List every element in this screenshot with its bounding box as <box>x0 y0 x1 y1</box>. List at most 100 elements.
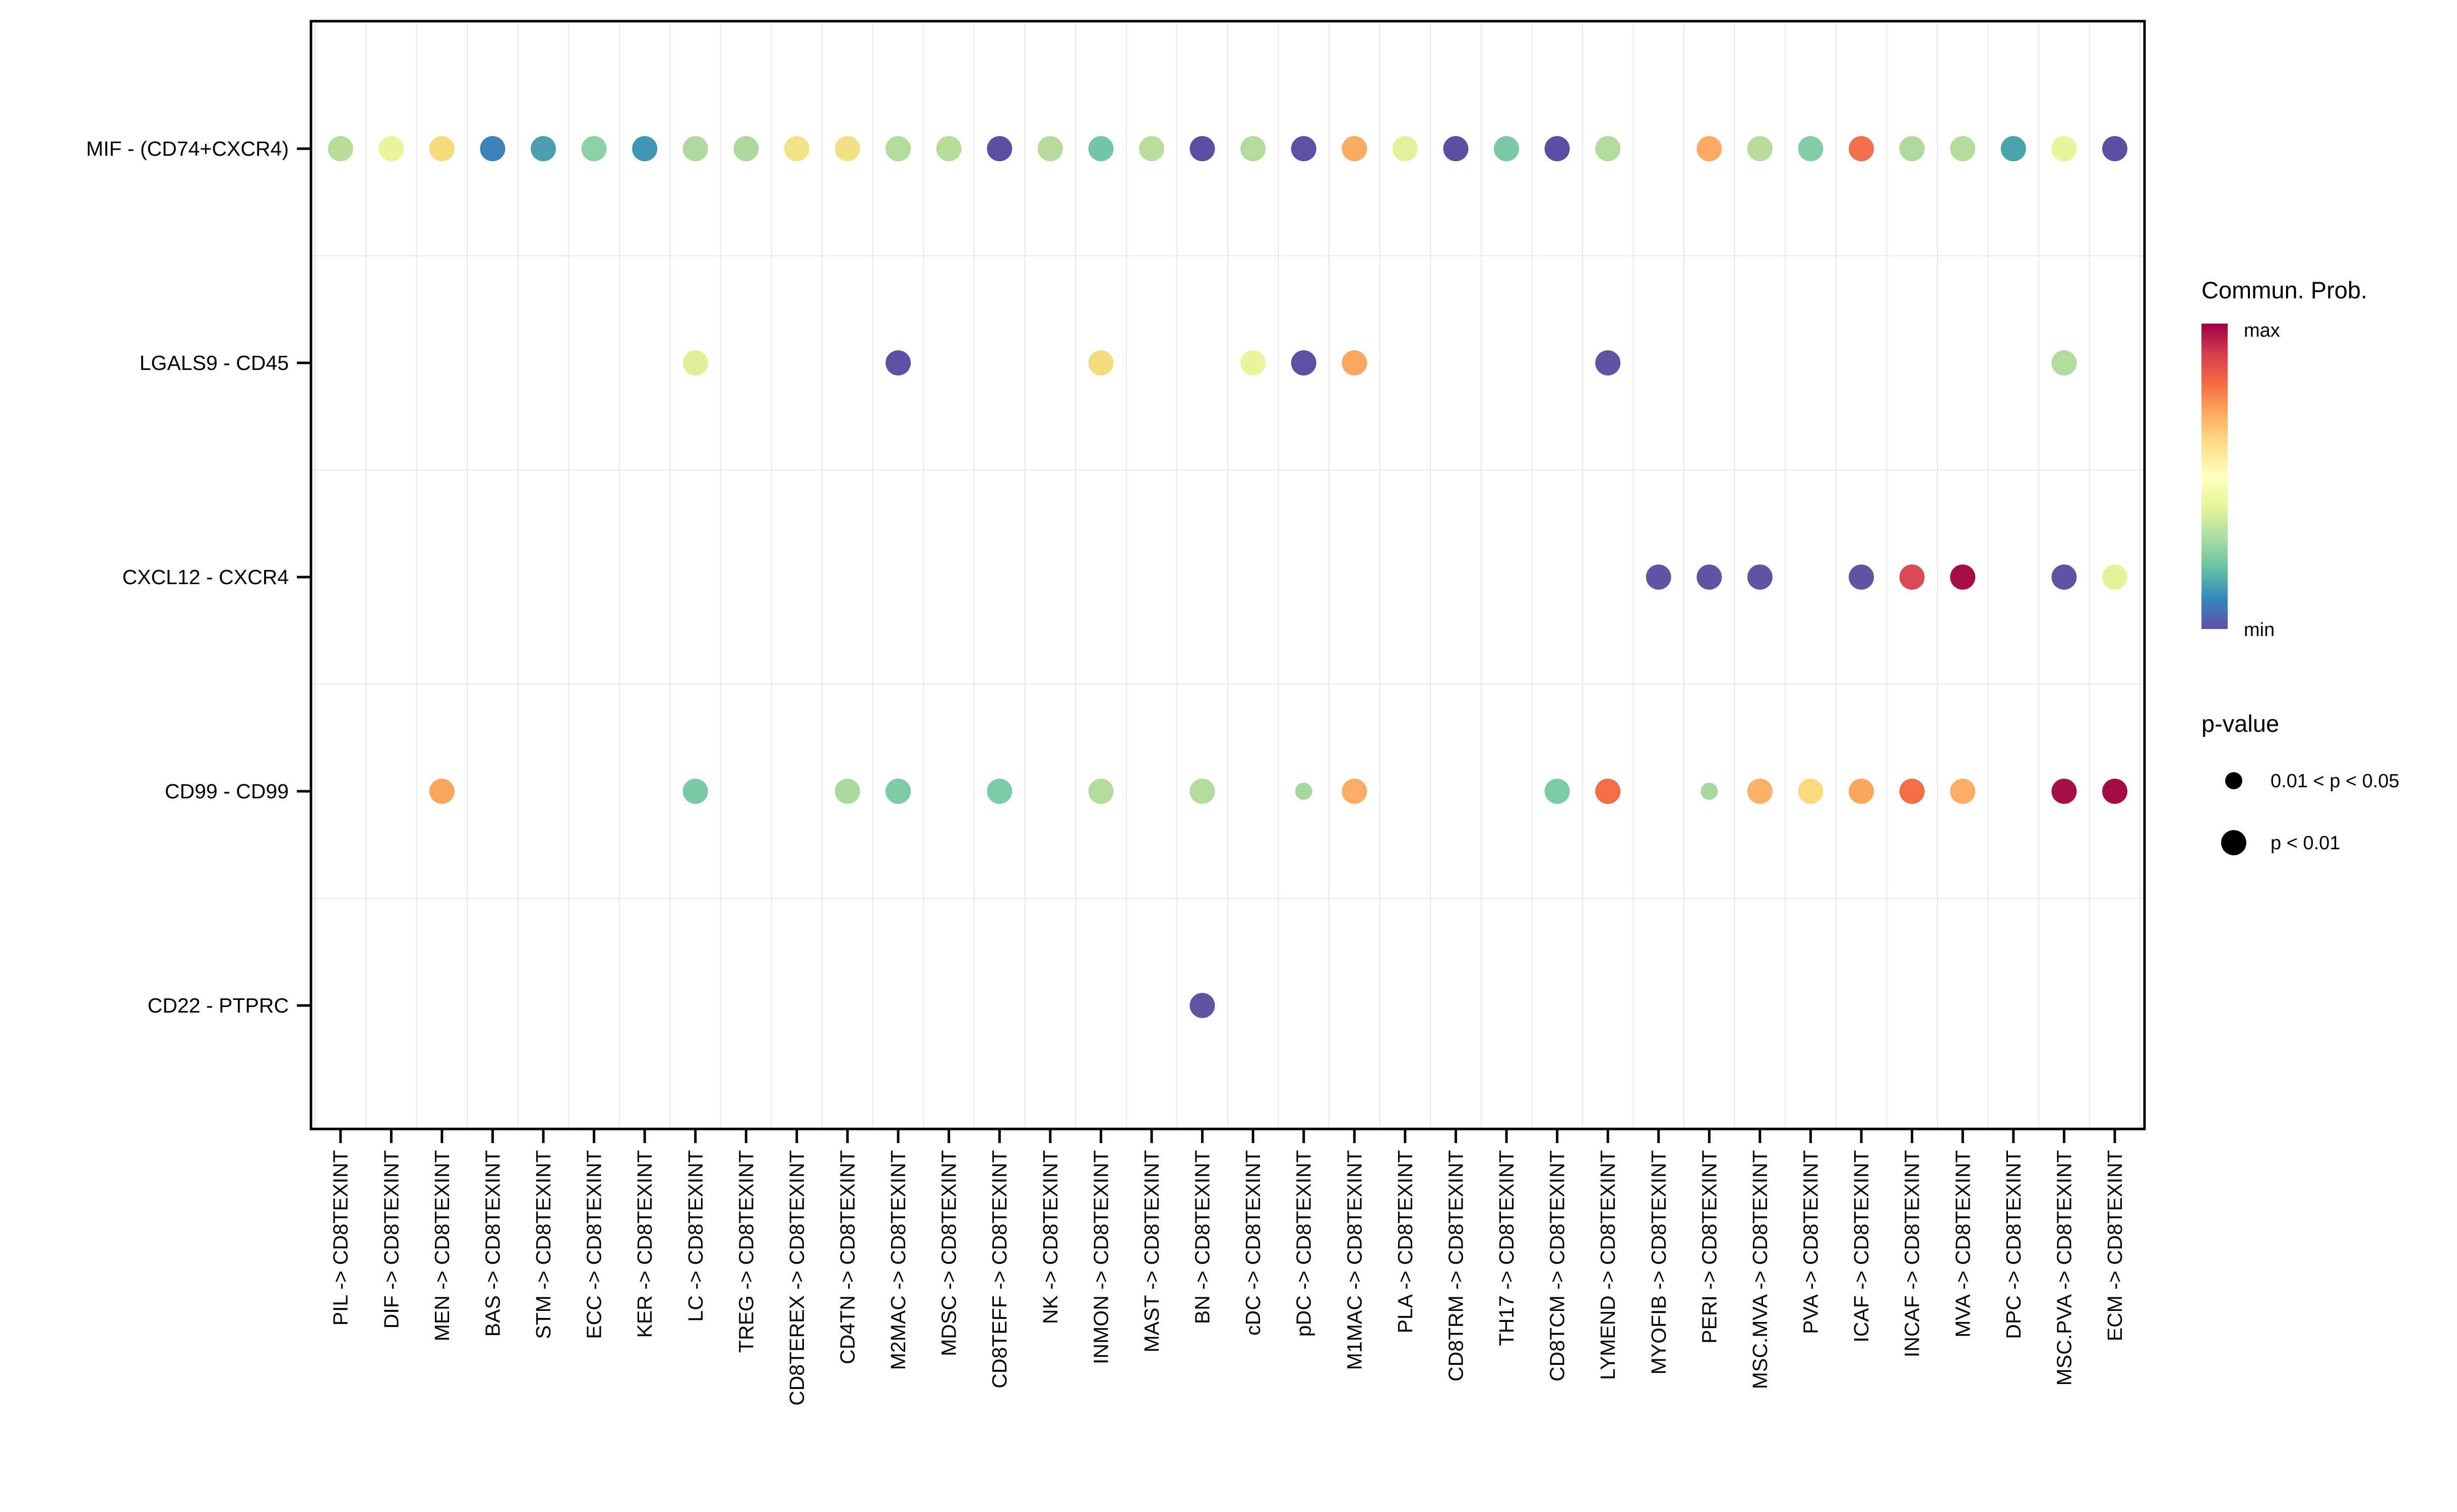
pvalue-large-label: p < 0.01 <box>2271 833 2340 854</box>
data-point <box>1342 779 1367 804</box>
data-point <box>1291 136 1316 161</box>
x-axis-label: INCAF -> CD8TEXINT <box>1901 1150 1924 1357</box>
data-point <box>1240 136 1266 161</box>
x-axis-label: MYOFIB -> CD8TEXINT <box>1647 1150 1670 1374</box>
pvalue-legend-title: p-value <box>2201 710 2279 737</box>
data-point <box>733 136 759 161</box>
data-point <box>987 136 1013 161</box>
data-point <box>1646 564 1671 590</box>
data-point <box>1595 779 1621 804</box>
x-axis-label: ECC -> CD8TEXINT <box>583 1150 606 1339</box>
data-point <box>1544 136 1570 161</box>
data-point <box>1544 779 1570 804</box>
data-point <box>835 136 860 161</box>
data-point <box>784 136 809 161</box>
data-point <box>886 779 911 804</box>
x-axis-label: PLA -> CD8TEXINT <box>1394 1150 1417 1333</box>
data-point <box>1037 136 1063 161</box>
data-point <box>632 136 658 161</box>
data-point <box>1240 350 1266 375</box>
panel-border <box>309 20 2146 1130</box>
y-axis-label: CD99 - CD99 <box>165 780 289 803</box>
y-axis-label: CXCL12 - CXCR4 <box>122 565 289 589</box>
data-point <box>379 136 404 161</box>
x-axis-label: cDC -> CD8TEXINT <box>1241 1150 1265 1336</box>
data-point <box>1595 136 1621 161</box>
data-point <box>987 779 1013 804</box>
data-point <box>429 779 455 804</box>
data-point <box>1696 136 1722 161</box>
x-axis-label: MVA -> CD8TEXINT <box>1951 1150 1974 1338</box>
x-axis-label: INMON -> CD8TEXINT <box>1089 1150 1112 1364</box>
data-point <box>1899 136 1925 161</box>
data-point <box>2051 136 2077 161</box>
x-axis-label: BN -> CD8TEXINT <box>1191 1150 1214 1324</box>
x-axis-label: DPC -> CD8TEXINT <box>2002 1150 2025 1339</box>
data-point <box>1189 779 1215 804</box>
data-point <box>936 136 962 161</box>
data-point <box>1950 136 1976 161</box>
data-point <box>1088 779 1114 804</box>
data-point <box>2102 779 2127 804</box>
x-axis-label: MAST -> CD8TEXINT <box>1140 1150 1163 1352</box>
x-axis-label: M1MAC -> CD8TEXINT <box>1343 1150 1366 1370</box>
data-point <box>1747 136 1773 161</box>
data-point <box>2102 564 2127 590</box>
x-axis-label: CD8TCM -> CD8TEXINT <box>1546 1150 1569 1381</box>
data-point <box>1899 779 1925 804</box>
x-axis-label: PERI -> CD8TEXINT <box>1697 1150 1721 1344</box>
data-point <box>1950 564 1976 590</box>
data-point <box>2000 136 2026 161</box>
y-axis-label: LGALS9 - CD45 <box>140 351 289 374</box>
data-point <box>1342 350 1367 375</box>
x-axis-label: pDC -> CD8TEXINT <box>1292 1150 1315 1337</box>
data-point <box>1950 779 1976 804</box>
data-point <box>1798 136 1823 161</box>
x-axis-ticks <box>339 1130 2116 1143</box>
data-point <box>429 136 455 161</box>
colorbar <box>2201 324 2228 629</box>
legend: Commun. Prob. max min p-value 0.01 < p <… <box>2201 277 2400 855</box>
x-axis-label: CD4TN -> CD8TEXINT <box>836 1150 859 1364</box>
x-axis-label: CD8TEREX -> CD8TEXINT <box>785 1150 808 1406</box>
data-point <box>682 136 708 161</box>
x-axis-label: M2MAC -> CD8TEXINT <box>887 1150 910 1370</box>
data-point <box>2051 564 2077 590</box>
data-point <box>2051 350 2077 375</box>
data-point <box>1392 136 1418 161</box>
x-axis-label: MSC.PVA -> CD8TEXINT <box>2052 1150 2075 1385</box>
data-point <box>1088 136 1114 161</box>
x-axis-label: TREG -> CD8TEXINT <box>734 1150 758 1353</box>
x-axis-label: BAS -> CD8TEXINT <box>481 1150 504 1337</box>
data-point <box>835 779 860 804</box>
data-point <box>531 136 556 161</box>
data-point <box>1798 779 1823 804</box>
data-point <box>328 136 353 161</box>
pvalue-small-label: 0.01 < p < 0.05 <box>2271 771 2400 792</box>
data-point <box>1849 564 1874 590</box>
data-point <box>1696 564 1722 590</box>
x-axis-label: CD8TEFF -> CD8TEXINT <box>988 1150 1011 1389</box>
y-axis-labels: MIF - (CD74+CXCR4) LGALS9 - CD45 CXCL12 - … <box>86 137 289 1017</box>
x-axis-label: DIF -> CD8TEXINT <box>380 1150 403 1329</box>
data-point <box>1189 993 1215 1018</box>
data-point <box>1849 136 1874 161</box>
colorbar-max-label: max <box>2244 320 2280 341</box>
colorbar-title: Commun. Prob. <box>2201 277 2367 303</box>
panel-gridlines <box>312 23 2143 1127</box>
data-point <box>1088 350 1114 375</box>
x-axis-label: PIL -> CD8TEXINT <box>329 1150 352 1326</box>
x-axis-label: KER -> CD8TEXINT <box>633 1150 656 1338</box>
data-point <box>480 136 506 161</box>
data-point <box>1494 136 1520 161</box>
pvalue-small-dot-icon <box>2225 772 2242 789</box>
x-axis-label: MSC.MVA -> CD8TEXINT <box>1748 1150 1772 1389</box>
data-point <box>1342 136 1367 161</box>
data-point <box>886 136 911 161</box>
x-axis-label: NK -> CD8TEXINT <box>1039 1150 1062 1324</box>
data-point <box>682 779 708 804</box>
data-point <box>1295 783 1312 800</box>
data-point <box>1291 350 1316 375</box>
data-point <box>1139 136 1164 161</box>
